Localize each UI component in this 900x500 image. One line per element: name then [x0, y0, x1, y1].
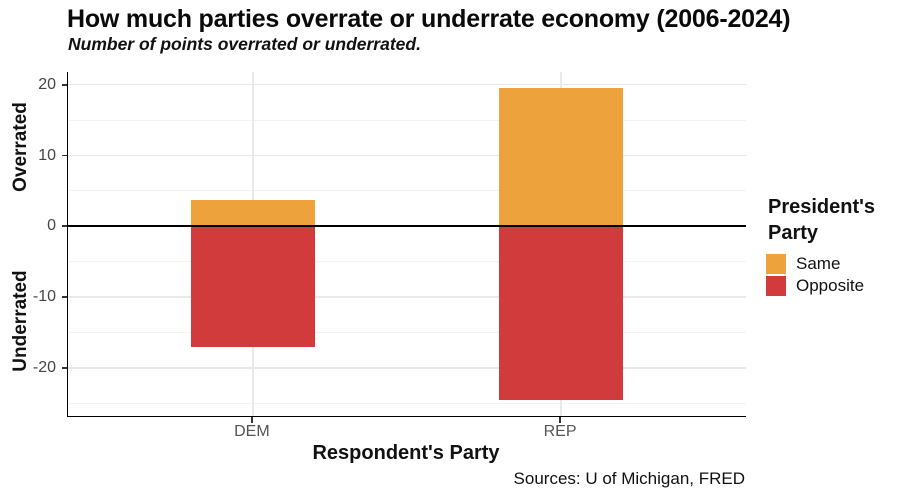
- gridline-minor: [68, 402, 746, 404]
- bar-segment-opposite-dem: [191, 226, 315, 347]
- gridline-major: [68, 154, 746, 157]
- plot-panel: [67, 72, 746, 417]
- x-category-label: REP: [543, 423, 577, 440]
- legend-label: Same: [796, 254, 841, 273]
- y-tick-mark: [62, 225, 67, 228]
- legend-swatch: [766, 254, 786, 274]
- y-tick-label: -10: [32, 288, 56, 306]
- legend-item-opposite: Opposite: [766, 276, 900, 296]
- legend: President's Party Same Opposite: [766, 194, 900, 298]
- gridline-major: [68, 83, 746, 86]
- gridline-minor: [68, 190, 746, 192]
- zero-line: [68, 225, 746, 228]
- bar-segment-same-rep: [499, 88, 623, 227]
- gridline-minor: [68, 261, 746, 263]
- y-tick-label: 0: [47, 217, 56, 235]
- chart-subtitle: Number of points overrated or underrated…: [68, 34, 421, 54]
- legend-label: Opposite: [796, 276, 865, 295]
- y-tick-mark: [62, 366, 67, 369]
- gridline-major: [68, 367, 746, 369]
- x-tick-mark: [251, 417, 253, 423]
- x-tick-mark: [559, 417, 561, 423]
- y-tick-mark: [62, 154, 67, 157]
- y-tick-mark: [62, 83, 67, 86]
- y-tick-label: -20: [32, 358, 56, 376]
- gridline-minor: [68, 331, 746, 333]
- gridline-major: [68, 296, 746, 298]
- chart-title: How much parties overrate or underrate e…: [67, 5, 791, 33]
- legend-entries: Same Opposite: [766, 254, 900, 296]
- x-axis-title: Respondent's Party: [312, 442, 500, 464]
- bar-segment-opposite-rep: [499, 226, 623, 400]
- y-tick-label: 20: [38, 75, 56, 93]
- legend-item-same: Same: [766, 254, 900, 274]
- gridline-minor: [68, 119, 746, 121]
- legend-title: President's Party: [768, 196, 876, 244]
- y-axis: 20 10 0 -10 -20: [0, 72, 67, 416]
- bar-segment-same-dem: [191, 200, 315, 227]
- y-tick-label: 10: [38, 146, 56, 164]
- x-category-label: DEM: [234, 423, 270, 440]
- x-axis: DEM REP: [67, 417, 745, 447]
- legend-swatch: [766, 276, 786, 296]
- chart-caption: Sources: U of Michigan, FRED: [513, 469, 745, 488]
- y-tick-mark: [62, 296, 67, 298]
